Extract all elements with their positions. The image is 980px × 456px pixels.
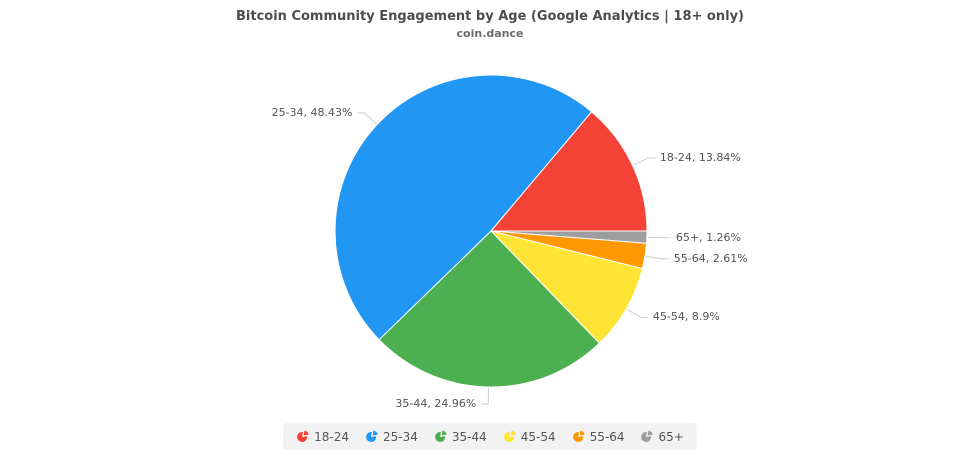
callout-line-25-34 [357,112,377,125]
callout-label-35-44: 35-44, 24.96% [395,396,477,410]
legend-label: 45-54 [520,429,556,444]
pie-legend-icon [572,430,585,443]
callout-label-45-54: 45-54, 8.9% [652,310,720,324]
pie-legend-icon [503,430,516,443]
callout-label-25-34: 25-34, 48.43% [271,106,353,119]
chart-title: Bitcoin Community Engagement by Age (Goo… [236,9,744,24]
legend-item-65plus[interactable]: 65+ [641,430,684,444]
legend-item-25-34[interactable]: 25-34 [365,430,418,444]
pie-legend-icon [366,430,378,443]
pie-slice-18-24[interactable] [490,111,648,232]
legend-label: 18-24 [314,429,350,444]
legend-item-45-54[interactable]: 45-54 [503,430,556,444]
legend-label: 55-64 [589,429,625,444]
pie-slice-35-44[interactable] [378,230,600,388]
callout-label-55-64: 55-64, 2.61% [673,251,748,265]
callout-line-45-54 [626,308,648,318]
pie-legend-icon [434,430,447,443]
pie-slice-45-54[interactable] [490,230,643,344]
chart-header: Bitcoin Community Engagement by Age (Goo… [0,9,980,40]
callout-lines [357,112,671,405]
callout-line-55-64 [645,255,669,260]
legend-item-18-24[interactable]: 18-24 [296,430,349,444]
callout-label-18-24: 18-24, 13.84% [659,151,741,165]
legend: 18-24 25-34 35-44 45-54 55-64 65+ [283,423,697,450]
legend-item-35-44[interactable]: 35-44 [434,430,487,444]
callout-label-65plus: 65+, 1.26% [675,230,742,244]
legend-label: 65+ [658,429,684,444]
legend-label: 35-44 [451,429,487,444]
callout-line-18-24 [633,157,655,166]
pie-legend-icon [297,430,309,443]
callout-line-65+ [647,236,671,239]
callout-line-35-44 [481,387,489,405]
legend-label: 25-34 [383,429,418,444]
legend-item-55-64[interactable]: 55-64 [572,430,625,444]
pie-legend-icon [641,430,654,443]
pie-slice-25-34[interactable] [334,74,593,341]
chart-subtitle: coin.dance [456,27,524,40]
pie-slices [334,74,648,388]
